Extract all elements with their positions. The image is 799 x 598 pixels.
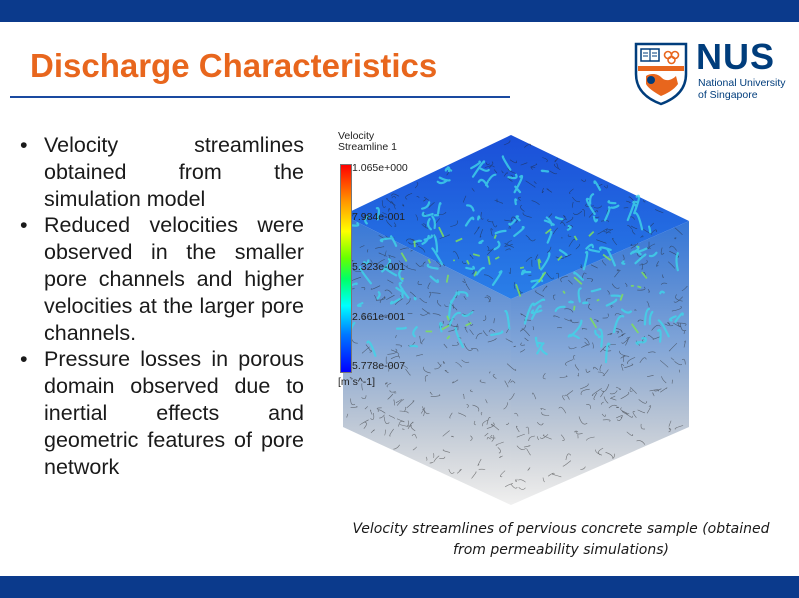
logo-subtitle: National University of Singapore [698, 77, 793, 101]
legend-title: Velocity Streamline 1 [338, 131, 397, 153]
scale-tick-label: 5.778e-007 [352, 360, 406, 372]
bullet-item: Pressure losses in porous domain observe… [20, 346, 304, 480]
scale-unit: [m s^-1] [338, 376, 376, 388]
legend-title-line1: Velocity [338, 130, 375, 142]
bottom-bar [0, 576, 799, 598]
nus-crest-icon [634, 42, 688, 106]
green-streamlines [400, 226, 648, 340]
figure-caption: Velocity streamlines of pervious concret… [333, 519, 789, 561]
logo-wordmark: NUS [696, 36, 776, 77]
scale-tick-label: 5.323e-001 [352, 261, 406, 273]
logo-subtitle-line2: of Singapore [698, 89, 758, 101]
top-bar [0, 0, 799, 22]
streamline-mesh [343, 140, 688, 490]
slide-title: Discharge Characteristics [30, 47, 438, 84]
title-underline [10, 96, 510, 98]
bullet-item: Velocity streamlines obtained from the s… [20, 132, 304, 212]
cube-right-face [511, 221, 689, 505]
streamline-figure: Velocity Streamline 1 1.065e+000 7.984e-… [333, 127, 789, 515]
caption-line2: from permeability simulations) [453, 542, 669, 558]
scale-tick-label: 1.065e+000 [352, 162, 408, 174]
scale-tick-label: 7.984e-001 [352, 211, 406, 223]
nus-logo: NUS National University of Singapore [630, 36, 793, 108]
scale-tick-label: 2.661e-001 [352, 311, 406, 323]
cyan-streamlines [348, 155, 684, 364]
caption-line1: Velocity streamlines of pervious concret… [352, 521, 770, 537]
legend-title-line2: Streamline 1 [338, 141, 397, 153]
logo-subtitle-line1: National University [698, 77, 786, 89]
bullet-list: Velocity streamlines obtained from the s… [20, 132, 304, 480]
color-scale-bar [340, 164, 352, 373]
streamline-render [343, 135, 689, 505]
bullet-item: Reduced velocities were observed in the … [20, 212, 304, 346]
